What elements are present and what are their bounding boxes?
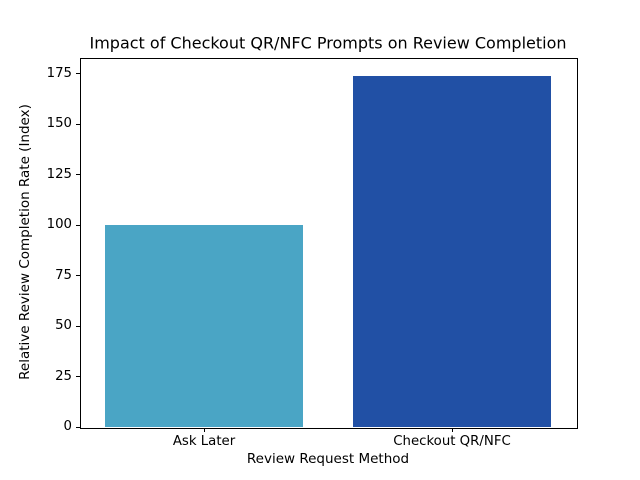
y-tick-mark (76, 426, 80, 428)
y-tick-label: 100 (46, 217, 72, 233)
bar (104, 225, 304, 427)
y-tick-mark (76, 224, 80, 226)
bar (352, 75, 552, 427)
y-tick-label: 0 (63, 419, 72, 434)
x-axis-label: Review Request Method (246, 451, 410, 467)
y-tick-label: 50 (55, 318, 72, 333)
y-tick-mark (76, 174, 80, 176)
y-tick-mark (76, 123, 80, 125)
x-tick-label: Ask Later (172, 434, 236, 449)
y-tick-label: 125 (46, 166, 72, 182)
y-axis-label: Relative Review Completion Rate (Index) (17, 104, 33, 380)
y-tick-label: 150 (46, 116, 72, 132)
y-tick-label: 175 (46, 65, 72, 81)
y-tick-label: 75 (55, 267, 72, 283)
x-tick-mark (203, 428, 205, 432)
y-tick-mark (76, 376, 80, 377)
y-tick-mark (76, 73, 80, 75)
x-tick-mark (451, 428, 453, 432)
y-tick-label: 25 (55, 368, 72, 384)
y-tick-mark (76, 325, 80, 327)
y-tick-mark (76, 275, 80, 277)
x-tick-label: Checkout QR/NFC (393, 434, 511, 449)
chart-title: Impact of Checkout QR/NFC Prompts on Rev… (89, 33, 567, 53)
